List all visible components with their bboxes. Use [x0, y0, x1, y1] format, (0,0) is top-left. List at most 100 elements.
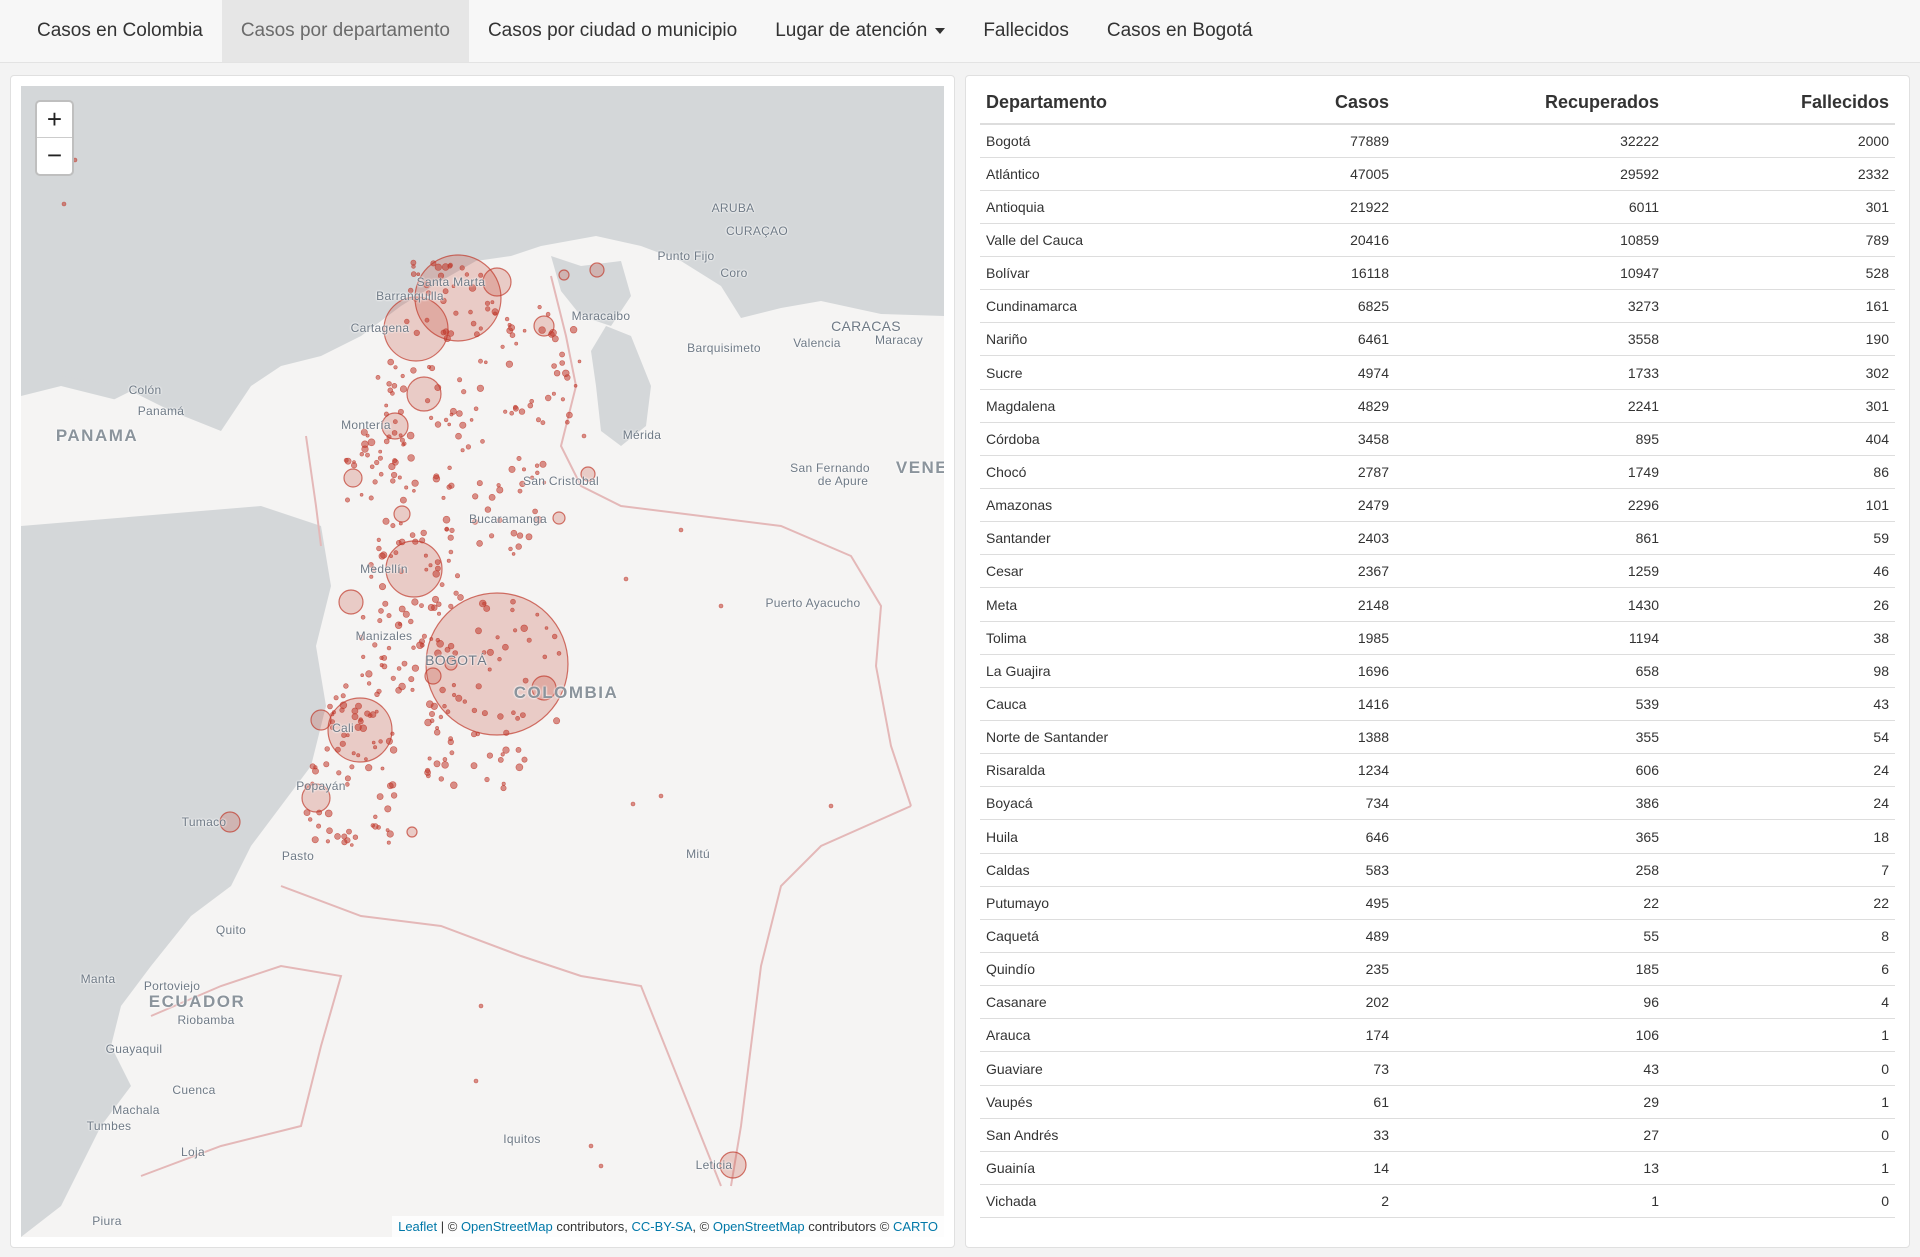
marker-municipality[interactable]: [391, 471, 398, 479]
marker-municipality[interactable]: [630, 801, 636, 807]
marker-municipality[interactable]: [356, 753, 361, 758]
marker-municipality[interactable]: [539, 460, 547, 468]
marker-municipality[interactable]: [434, 729, 441, 736]
marker-municipality[interactable]: [478, 326, 483, 331]
marker-municipality[interactable]: [365, 433, 370, 438]
marker-municipality[interactable]: [378, 449, 383, 454]
marker-municipality[interactable]: [391, 430, 398, 436]
marker-municipality[interactable]: [442, 288, 449, 295]
marker-municipality[interactable]: [442, 515, 451, 524]
marker-municipality[interactable]: [378, 471, 384, 477]
marker-municipality[interactable]: [551, 363, 557, 369]
marker-municipality[interactable]: [522, 328, 527, 333]
marker-municipality[interactable]: [373, 745, 378, 750]
marker-municipality[interactable]: [425, 290, 432, 296]
marker-municipality[interactable]: [399, 385, 408, 393]
marker-municipality[interactable]: [508, 546, 513, 552]
marker-municipality[interactable]: [448, 603, 454, 609]
marker-municipality[interactable]: [412, 538, 419, 545]
marker-municipality[interactable]: [416, 272, 421, 276]
marker-municipality[interactable]: [423, 553, 428, 558]
marker-municipality[interactable]: [503, 409, 508, 414]
marker-municipality[interactable]: [436, 611, 441, 616]
marker-municipality[interactable]: [410, 271, 417, 277]
marker-municipality[interactable]: [349, 843, 354, 847]
marker-municipality[interactable]: [566, 411, 573, 419]
marker-municipality[interactable]: [439, 686, 446, 694]
marker-municipality[interactable]: [481, 710, 488, 717]
marker-municipality[interactable]: [346, 828, 352, 835]
marker-municipality[interactable]: [392, 458, 398, 464]
marker-municipality[interactable]: [386, 840, 391, 845]
marker-municipality[interactable]: [598, 1163, 604, 1169]
marker-yarumal[interactable]: [393, 505, 411, 523]
marker-municipality[interactable]: [324, 809, 333, 818]
marker-municipality[interactable]: [545, 311, 551, 317]
marker-municipality[interactable]: [443, 334, 451, 342]
marker-municipality[interactable]: [828, 803, 834, 809]
marker-municipality[interactable]: [444, 526, 450, 532]
marker-municipality[interactable]: [411, 645, 416, 650]
marker-municipality[interactable]: [508, 465, 516, 473]
marker-municipality[interactable]: [398, 605, 406, 613]
marker-municipality[interactable]: [372, 479, 378, 485]
marker-municipality[interactable]: [500, 344, 505, 349]
marker-municipality[interactable]: [478, 358, 483, 364]
marker-municipality[interactable]: [387, 358, 395, 366]
marker-municipality[interactable]: [532, 508, 538, 515]
marker-municipality[interactable]: [434, 649, 442, 657]
marker-municipality[interactable]: [658, 793, 664, 799]
marker-municipality[interactable]: [471, 707, 478, 714]
marker-municipality[interactable]: [470, 762, 478, 770]
marker-municipality[interactable]: [360, 614, 366, 620]
marker-municipality[interactable]: [410, 367, 417, 374]
marker-municipality[interactable]: [588, 1143, 594, 1149]
marker-municipality[interactable]: [475, 731, 480, 737]
header-fallecidos[interactable]: Fallecidos: [1665, 82, 1895, 125]
marker-municipality[interactable]: [408, 618, 414, 625]
marker-municipality[interactable]: [437, 272, 445, 279]
marker-municipality[interactable]: [440, 329, 447, 336]
marker-municipality[interactable]: [349, 764, 355, 770]
marker-municipality[interactable]: [577, 359, 582, 364]
marker-municipality[interactable]: [446, 558, 451, 563]
marker-municipality[interactable]: [372, 642, 378, 648]
marker-municipality[interactable]: [462, 699, 467, 704]
zoom-out-button[interactable]: −: [46, 140, 63, 170]
marker-municipality[interactable]: [359, 452, 364, 457]
marker-municipality[interactable]: [327, 703, 333, 710]
marker-municipality[interactable]: [334, 833, 341, 840]
marker-municipality[interactable]: [476, 480, 483, 487]
marker-municipality[interactable]: [308, 817, 313, 822]
marker-municipality[interactable]: [402, 610, 410, 618]
marker-municipality[interactable]: [519, 480, 526, 488]
marker-municipality[interactable]: [511, 710, 516, 716]
marker-municipality[interactable]: [369, 574, 374, 579]
marker-municipality[interactable]: [464, 272, 470, 277]
marker-municipality[interactable]: [369, 464, 375, 470]
marker-municipality[interactable]: [487, 667, 492, 672]
marker-municipality[interactable]: [411, 598, 419, 606]
marker-municipality[interactable]: [360, 673, 365, 678]
marker-municipality[interactable]: [423, 281, 431, 289]
marker-municipality[interactable]: [411, 664, 420, 672]
marker-municipality[interactable]: [431, 595, 439, 603]
marker-municipality[interactable]: [515, 763, 524, 772]
marker-villavicencio[interactable]: [531, 675, 557, 701]
marker-municipality[interactable]: [390, 731, 395, 736]
marker-girardot[interactable]: [424, 667, 442, 685]
marker-municipality[interactable]: [544, 626, 549, 630]
marker-municipality[interactable]: [497, 713, 504, 720]
marker-municipality[interactable]: [438, 776, 444, 782]
marker-municipality[interactable]: [519, 712, 526, 718]
marker-municipality[interactable]: [501, 781, 506, 786]
tab-casos-por-departamento[interactable]: Casos por departamento: [221, 0, 469, 62]
marker-municipality[interactable]: [371, 740, 376, 745]
marker-municipality[interactable]: [468, 309, 473, 315]
marker-municipality[interactable]: [511, 552, 516, 556]
marker-municipality[interactable]: [503, 729, 510, 736]
marker-municipality[interactable]: [389, 746, 398, 754]
carto-link[interactable]: CARTO: [892, 1219, 938, 1234]
header-recuperados[interactable]: Recuperados: [1395, 82, 1665, 125]
marker-municipality[interactable]: [421, 633, 427, 639]
